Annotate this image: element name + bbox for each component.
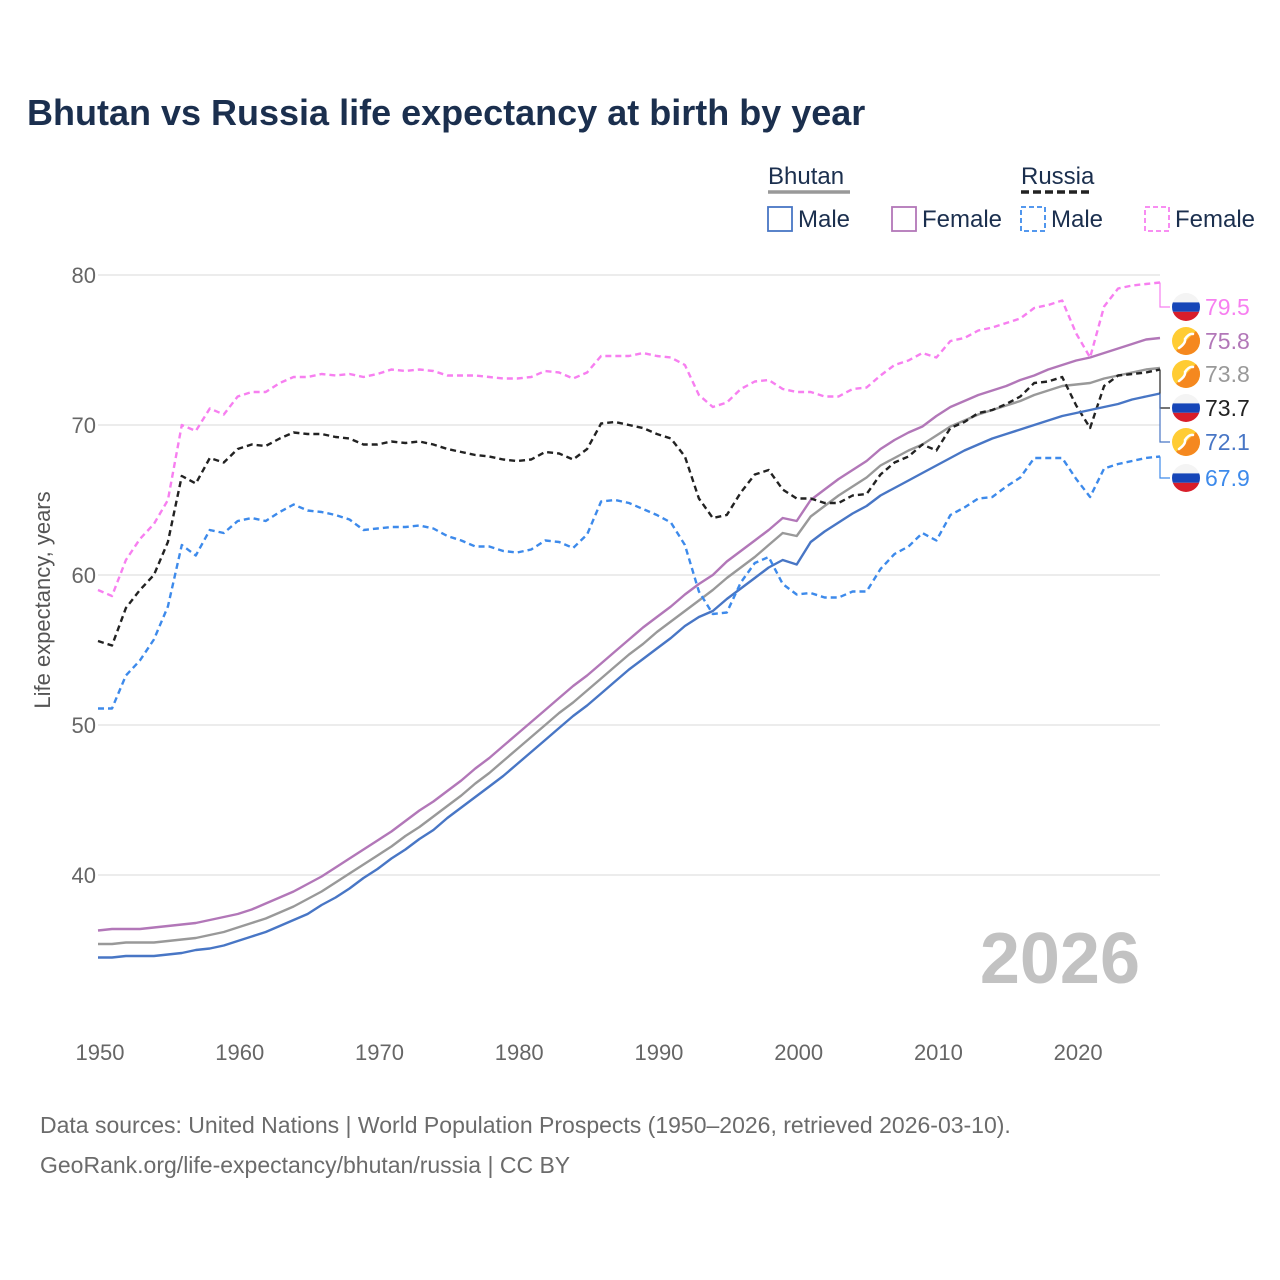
series-line-bhutan-male <box>98 392 1161 959</box>
end-label-bhutan-total: 73.8 <box>1205 361 1250 387</box>
series-lines <box>97 281 1161 959</box>
legend-label-bhutan-female: Female <box>922 206 1002 233</box>
source-line-1: Data sources: United Nations | World Pop… <box>40 1112 1011 1138</box>
y-tick-label: 80 <box>72 263 96 288</box>
legend-label-bhutan-male: Male <box>798 206 850 233</box>
russia-flag-icon <box>1172 293 1200 321</box>
russia-flag-icon <box>1172 464 1200 492</box>
end-label-russia-female: 79.5 <box>1205 294 1250 320</box>
series-line-russia-total <box>97 368 1161 647</box>
x-axis: 1950 1960 1970 1980 1990 2000 2010 2020 <box>76 1040 1103 1065</box>
series-line-russia-female <box>97 281 1161 598</box>
end-labels: 79.5 75.8 73.8 73.7 72.1 67.9 <box>1159 282 1250 492</box>
russia-flag-icon <box>1172 394 1200 422</box>
legend-country-russia: Russia <box>1021 163 1095 190</box>
end-label-bhutan-female: 75.8 <box>1205 328 1250 354</box>
end-connector <box>1159 282 1170 308</box>
y-tick-label: 70 <box>72 413 96 438</box>
legend-swatch-russia-male <box>1020 206 1046 232</box>
bhutan-flag-icon <box>1172 360 1200 388</box>
x-tick-label: 1980 <box>495 1040 544 1065</box>
series-line-bhutan-total <box>98 366 1161 946</box>
end-label-russia-total: 73.7 <box>1205 395 1250 421</box>
x-tick-label: 2010 <box>914 1040 963 1065</box>
source-note: Data sources: United Nations | World Pop… <box>40 1105 1011 1185</box>
x-tick-label: 2020 <box>1054 1040 1103 1065</box>
y-tick-label: 60 <box>72 563 96 588</box>
legend-swatch-bhutan-male <box>767 206 793 232</box>
end-connector <box>1159 456 1170 479</box>
end-label-russia-male: 67.9 <box>1205 465 1250 491</box>
end-connector <box>1159 369 1170 409</box>
y-tick-label: 40 <box>72 863 96 888</box>
chart-title: Bhutan vs Russia life expectancy at birt… <box>27 92 866 133</box>
legend-country-bhutan: Bhutan <box>768 163 844 190</box>
x-tick-label: 1950 <box>76 1040 125 1065</box>
legend-label-russia-male: Male <box>1051 206 1103 233</box>
legend-swatch-bhutan-female <box>891 206 917 232</box>
end-connector <box>1159 393 1170 443</box>
x-tick-label: 1970 <box>355 1040 404 1065</box>
x-tick-label: 1990 <box>634 1040 683 1065</box>
legend: Bhutan Male Female Russia Male Female <box>767 163 1255 233</box>
source-line-2: GeoRank.org/life-expectancy/bhutan/russi… <box>40 1152 571 1178</box>
y-axis-label: Life expectancy, years <box>30 491 55 708</box>
y-tick-label: 50 <box>72 713 96 738</box>
grid <box>98 274 1160 876</box>
y-axis: 40 50 60 70 80 <box>72 263 96 888</box>
legend-label-russia-female: Female <box>1175 206 1255 233</box>
year-watermark: 2026 <box>980 919 1140 999</box>
x-tick-label: 1960 <box>215 1040 264 1065</box>
bhutan-flag-icon <box>1172 327 1200 355</box>
end-label-bhutan-male: 72.1 <box>1205 429 1250 455</box>
series-line-russia-male <box>98 455 1161 710</box>
bhutan-flag-icon <box>1172 428 1200 456</box>
series-line-bhutan-female <box>97 336 1161 932</box>
legend-swatch-russia-female <box>1144 206 1170 232</box>
x-tick-label: 2000 <box>774 1040 823 1065</box>
